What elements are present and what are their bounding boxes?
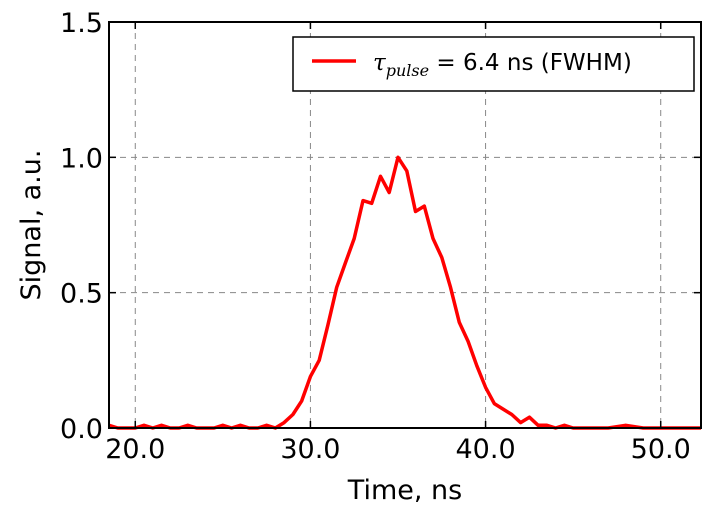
plot-frame xyxy=(108,21,702,429)
x-tick-label: 30.0 xyxy=(280,434,340,465)
legend-entry: τpulse = 6.4 ns (FWHM) xyxy=(373,50,632,80)
x-tick-label: 50.0 xyxy=(631,434,691,465)
y-axis-label: Signal, a.u. xyxy=(16,150,47,301)
x-tick-label: 20.0 xyxy=(105,434,165,465)
legend: τpulse = 6.4 ns (FWHM) xyxy=(292,36,695,92)
legend-frame xyxy=(292,36,695,92)
y-tick-label: 1.5 xyxy=(60,8,103,39)
ticks: 20.0 30.0 40.0 50.0 0.0 0.5 1.0 1.5 xyxy=(60,8,701,465)
legend-subscript: pulse xyxy=(386,61,429,80)
x-axis-label: Time, ns xyxy=(347,475,462,506)
y-tick-label: 1.0 xyxy=(60,143,103,174)
legend-label: = 6.4 ns (FWHM) xyxy=(429,50,632,76)
legend-symbol: τ xyxy=(373,50,387,76)
y-tick-label: 0.5 xyxy=(60,279,103,310)
y-tick-label: 0.0 xyxy=(60,414,103,445)
x-tick-label: 40.0 xyxy=(456,434,516,465)
